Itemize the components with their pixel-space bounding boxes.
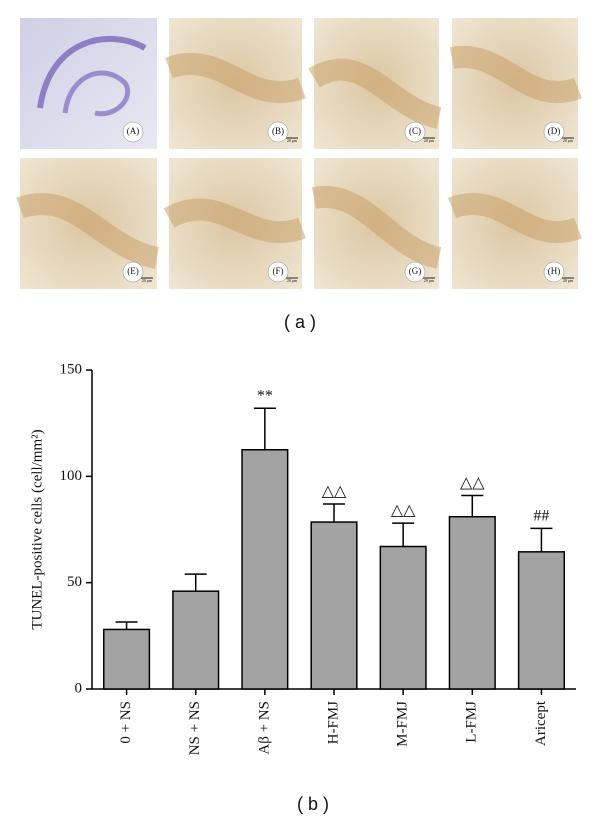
panel-label: (C) xyxy=(409,126,421,136)
scale-bar-label: 20 μm xyxy=(563,278,574,283)
scale-bar-label: 20 μm xyxy=(424,278,435,283)
hippocampus-stain xyxy=(62,70,131,117)
panel-label: (A) xyxy=(127,126,140,136)
bar xyxy=(448,515,496,690)
x-tick-label: L-FMJ xyxy=(464,701,480,743)
x-tick-label: H-FMJ xyxy=(325,701,341,745)
significance-mark: △△ xyxy=(322,483,347,500)
significance-mark: ## xyxy=(533,507,549,524)
label-badge xyxy=(404,121,426,143)
y-tick-label: 150 xyxy=(60,361,83,377)
micrograph-panels: (A)20 μm(B)20 μm(C)20 μm(D)20 μm(E)20 μm… xyxy=(16,18,583,289)
bar xyxy=(241,449,289,690)
cell-layer xyxy=(163,198,306,244)
significance-mark: △△ xyxy=(391,502,416,519)
label-badge xyxy=(404,261,426,283)
y-tick-label: 50 xyxy=(67,574,82,590)
panel-label: (H) xyxy=(548,266,561,276)
label-badge xyxy=(267,121,289,143)
label-badge xyxy=(267,261,289,283)
bar xyxy=(103,628,151,690)
hippocampus-stain xyxy=(37,35,147,109)
panel-label: (G) xyxy=(409,266,422,276)
bar-chart: 0 50 100 150 TUNEL-positive cells (cell/mm²)… xyxy=(29,361,576,755)
cell-layer xyxy=(308,58,442,129)
y-axis-label: TUNEL-positive cells (cell/mm²) xyxy=(29,429,45,629)
cell-layer xyxy=(311,185,442,269)
panel-label: (F) xyxy=(273,266,284,276)
label-badge xyxy=(122,121,144,143)
bar xyxy=(517,551,565,690)
panel-label: (B) xyxy=(272,126,284,136)
label-badge xyxy=(543,261,565,283)
scale-bar-label: 20 μm xyxy=(287,138,298,143)
panel-label: (E) xyxy=(127,266,139,276)
bar xyxy=(379,545,427,690)
bar xyxy=(310,521,358,690)
panel-label: (D) xyxy=(548,126,561,136)
significance-mark: ** xyxy=(257,387,273,404)
cell-layer xyxy=(449,45,583,104)
label-badge xyxy=(543,121,565,143)
scale-bar-label: 20 μm xyxy=(142,278,153,283)
cell-layer xyxy=(447,192,583,244)
bar xyxy=(172,590,220,690)
x-tick-label: 0 + NS xyxy=(118,701,134,744)
scale-bar-label: 20 μm xyxy=(424,138,435,143)
y-tick-label: 100 xyxy=(60,468,83,484)
x-tick-label: NS + NS xyxy=(187,701,203,755)
scale-bar-label: 20 μm xyxy=(287,278,298,283)
significance-mark: △△ xyxy=(460,474,485,491)
x-tick-label: M-FMJ xyxy=(395,701,411,747)
panel-caption: ( a ) xyxy=(284,312,316,332)
scale-bar-label: 20 μm xyxy=(563,138,574,143)
x-tick-label: Aβ + NS xyxy=(256,701,272,755)
label-badge xyxy=(122,261,144,283)
chart-caption: ( b ) xyxy=(297,794,329,814)
cell-layer xyxy=(165,52,306,104)
x-tick-label: Aricept xyxy=(533,700,549,746)
cell-layer xyxy=(16,192,160,269)
y-tick-label: 0 xyxy=(75,680,83,696)
